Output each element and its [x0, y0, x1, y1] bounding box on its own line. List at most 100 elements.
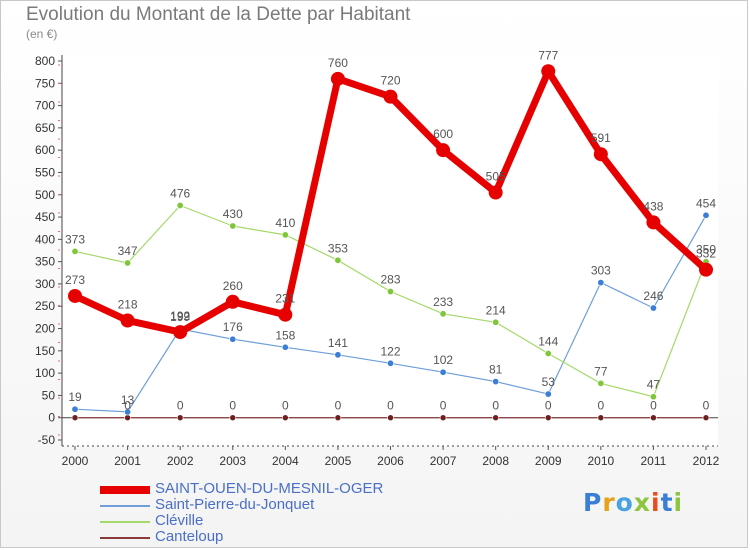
data-point [68, 288, 82, 303]
chart-title: Evolution du Montant de la Dette par Hab… [26, 4, 411, 25]
logo-letter: r [602, 488, 616, 517]
x-tick-label: 2003 [219, 454, 246, 468]
data-label: 777 [538, 48, 558, 62]
legend-label: Cléville [155, 512, 204, 529]
data-point [597, 279, 605, 287]
data-label: 81 [489, 363, 503, 377]
legend-label: SAINT-OUEN-DU-MESNIL-OGER [155, 480, 384, 497]
y-tick-label: 700 [35, 99, 55, 113]
data-label: 347 [118, 244, 138, 258]
data-point [649, 304, 657, 312]
y-tick-label: 550 [35, 165, 55, 179]
legend-label: Canteloup [155, 528, 224, 545]
data-point [334, 256, 342, 264]
data-label: 192 [170, 309, 190, 323]
data-point [386, 288, 394, 296]
data-label: 260 [223, 279, 243, 293]
data-point [173, 325, 188, 340]
data-label: 430 [223, 207, 243, 221]
data-label: 0 [440, 399, 447, 413]
legend-swatch [100, 537, 150, 539]
x-tick-label: 2010 [587, 454, 614, 468]
x-tick-label: 2011 [641, 454, 667, 468]
data-point [436, 143, 451, 158]
data-label: 231 [275, 292, 295, 306]
data-label: 454 [696, 196, 716, 210]
data-point [124, 259, 132, 267]
legend-swatch [100, 505, 150, 507]
y-tick-label: 350 [35, 255, 55, 269]
data-label: 0 [650, 399, 657, 413]
data-label: 233 [433, 295, 453, 309]
x-tick-label: 2001 [114, 454, 141, 468]
data-point [282, 414, 289, 422]
data-point [383, 89, 398, 104]
data-point [124, 408, 132, 416]
data-label: 47 [647, 378, 661, 392]
data-label: 273 [65, 273, 85, 287]
data-label: 0 [703, 399, 710, 413]
legend-label: Saint-Pierre-du-Jonquet [155, 496, 315, 513]
data-label: 0 [229, 399, 236, 413]
plot-area [62, 55, 718, 446]
y-tick-label: 100 [35, 366, 55, 380]
data-point [492, 414, 499, 422]
logo-letter: o [615, 488, 634, 517]
data-label: 0 [492, 399, 499, 413]
data-label: 53 [542, 375, 556, 389]
data-label: 332 [696, 247, 716, 261]
data-label: 13 [121, 393, 135, 407]
data-label: 283 [380, 273, 400, 287]
data-label: 0 [177, 399, 184, 413]
legend-swatch [100, 521, 150, 523]
data-label: 600 [433, 127, 453, 141]
x-tick-label: 2004 [272, 454, 299, 468]
data-point [281, 231, 289, 239]
data-label: 0 [282, 399, 289, 413]
x-tick-label: 2005 [325, 454, 352, 468]
proxiti-logo: Proxiti [583, 488, 683, 517]
data-label: 218 [118, 298, 138, 312]
y-tick-label: 800 [35, 54, 55, 68]
data-point [488, 185, 503, 200]
data-label: 350 [696, 243, 716, 257]
data-label: 410 [275, 216, 295, 230]
y-tick-label: 650 [35, 121, 55, 135]
data-point [544, 414, 552, 422]
data-point [649, 393, 657, 401]
data-point [281, 343, 289, 351]
data-point [225, 294, 240, 309]
x-tick-label: 2000 [62, 454, 89, 468]
data-label: 303 [591, 264, 611, 278]
data-label: 77 [594, 364, 608, 378]
data-label: 591 [591, 131, 611, 145]
x-tick-label: 2002 [167, 454, 194, 468]
data-label: 476 [170, 186, 190, 200]
y-tick-label: 500 [35, 188, 55, 202]
data-point [330, 71, 345, 86]
data-point [544, 349, 552, 357]
data-point [597, 414, 605, 422]
data-point [120, 313, 135, 328]
data-point [387, 414, 394, 422]
data-point [646, 215, 661, 230]
legend-swatch [100, 486, 150, 494]
data-point [650, 414, 657, 422]
data-label: 246 [643, 289, 663, 303]
data-point [334, 414, 342, 422]
chart-subtitle: (en €) [26, 27, 58, 41]
x-tick-label: 2006 [377, 454, 404, 468]
data-label: 0 [545, 399, 552, 413]
data-label: 0 [597, 399, 604, 413]
y-tick-label: 400 [35, 232, 55, 246]
data-point [699, 262, 713, 277]
y-tick-label: 150 [35, 344, 55, 358]
data-point [229, 335, 237, 343]
data-label: 0 [335, 399, 342, 413]
data-point [492, 318, 500, 326]
y-tick-label: 750 [35, 76, 55, 90]
data-label: 0 [387, 399, 394, 413]
data-label: 122 [380, 344, 400, 358]
data-point [541, 64, 556, 79]
